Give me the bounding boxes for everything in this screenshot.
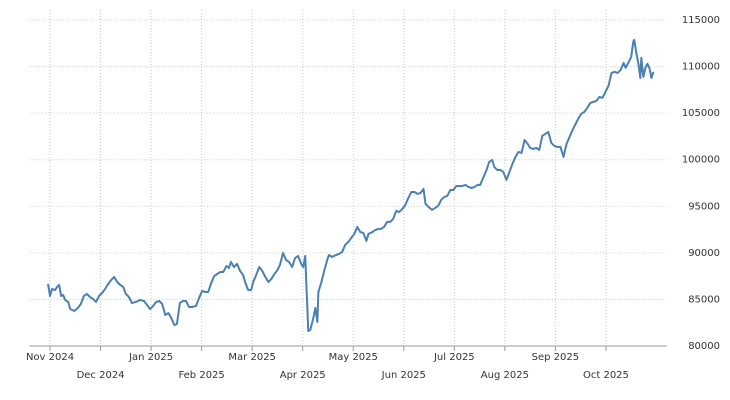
price-line: [47, 38, 655, 332]
x-tick-label: Feb 2025: [178, 370, 224, 381]
x-tick-label: Jul 2025: [433, 352, 475, 363]
y-tick-label: 90000: [688, 248, 720, 259]
x-tick-label: Aug 2025: [481, 370, 529, 381]
x-tick-label: Jan 2025: [128, 352, 173, 363]
y-tick-label: 95000: [688, 201, 720, 212]
y-tick-label: 110000: [682, 62, 720, 73]
x-tick-label: Mar 2025: [228, 352, 276, 363]
y-tick-label: 85000: [688, 294, 720, 305]
x-tick-label: May 2025: [329, 352, 378, 363]
y-tick-label: 100000: [682, 155, 720, 166]
y-tick-label: 80000: [688, 341, 720, 352]
x-tick-label: Dec 2024: [77, 370, 125, 381]
x-tick-label: Nov 2024: [26, 352, 74, 363]
x-tick-label: Oct 2025: [583, 370, 629, 381]
y-tick-label: 105000: [682, 108, 720, 119]
x-tick-label: Sep 2025: [532, 352, 579, 363]
y-tick-label: 115000: [682, 15, 720, 26]
x-tick-label: Jun 2025: [381, 370, 426, 381]
x-tick-label: Apr 2025: [280, 370, 326, 381]
